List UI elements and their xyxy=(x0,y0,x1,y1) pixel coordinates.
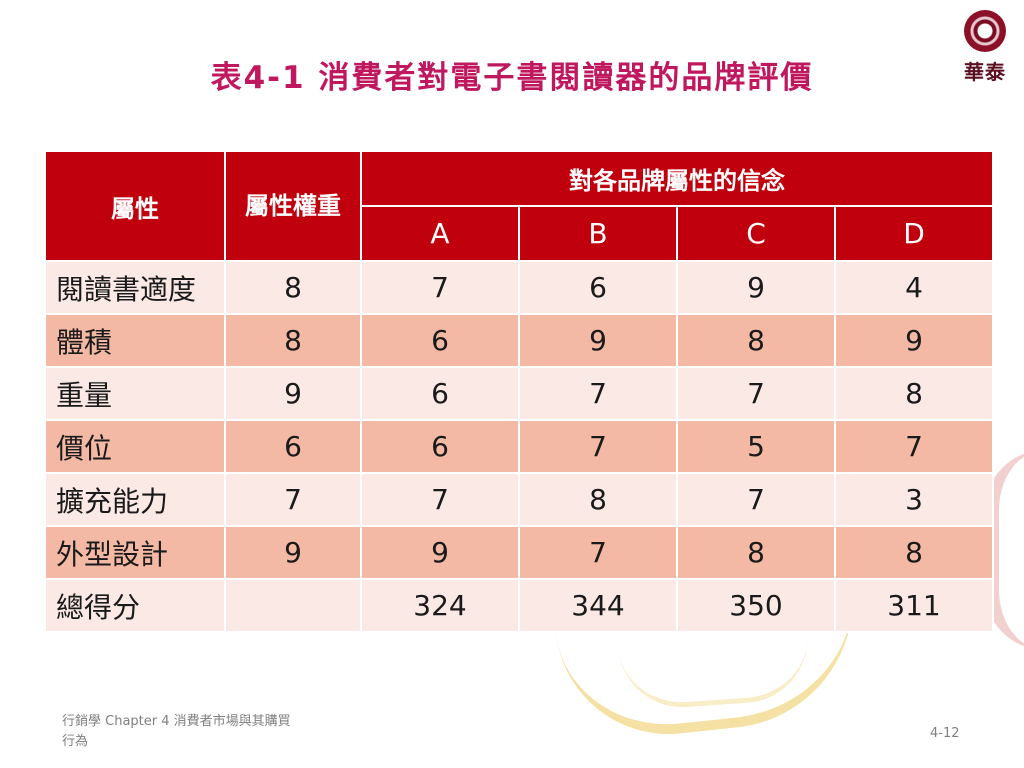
footer-course: 行銷學 Chapter 4 消費者市場與其購買行為 xyxy=(62,714,291,749)
cell-value: 5 xyxy=(676,419,836,474)
row-weight: 8 xyxy=(224,260,362,315)
cell-value: 8 xyxy=(676,525,836,580)
header-brand-b: B xyxy=(518,205,678,262)
cell-total: 324 xyxy=(360,578,520,633)
table-row: 價位 6 6 7 5 7 xyxy=(44,419,994,474)
row-label: 外型設計 xyxy=(44,525,226,580)
cell-value: 8 xyxy=(676,313,836,368)
header-brand-a: A xyxy=(360,205,520,262)
row-label: 體積 xyxy=(44,313,226,368)
cell-value: 7 xyxy=(518,366,678,421)
cell-value: 6 xyxy=(360,366,520,421)
brand-evaluation-table: 屬性 屬性權重 對各品牌屬性的信念 A B C D 閱讀書適度 8 7 6 9 … xyxy=(44,150,994,633)
row-label: 總得分 xyxy=(44,578,226,633)
header-attribute: 屬性 xyxy=(44,150,226,262)
cell-value: 9 xyxy=(518,313,678,368)
cell-value: 8 xyxy=(834,525,994,580)
header-beliefs: 對各品牌屬性的信念 xyxy=(360,150,994,207)
cell-value: 9 xyxy=(676,260,836,315)
logo-ring-icon xyxy=(964,10,1006,52)
cell-value: 7 xyxy=(834,419,994,474)
table-row: 閱讀書適度 8 7 6 9 4 xyxy=(44,260,994,315)
cell-value: 6 xyxy=(518,260,678,315)
cell-value: 4 xyxy=(834,260,994,315)
row-label: 重量 xyxy=(44,366,226,421)
header-weight: 屬性權重 xyxy=(224,150,362,262)
slide-title: 表4-1 消費者對電子書閱讀器的品牌評價 xyxy=(210,60,814,96)
cell-value: 7 xyxy=(676,366,836,421)
header-brand-d: D xyxy=(834,205,994,262)
cell-total: 344 xyxy=(518,578,678,633)
cell-value: 7 xyxy=(360,260,520,315)
cell-value: 7 xyxy=(518,525,678,580)
cell-value: 7 xyxy=(360,472,520,527)
footer-page-number: 4-12 xyxy=(930,726,960,741)
cell-value: 7 xyxy=(676,472,836,527)
publisher-logo: 華泰 xyxy=(950,10,1020,90)
cell-value: 9 xyxy=(360,525,520,580)
cell-value: 8 xyxy=(518,472,678,527)
table-row: 擴充能力 7 7 8 7 3 xyxy=(44,472,994,527)
row-label: 擴充能力 xyxy=(44,472,226,527)
table-row: 重量 9 6 7 7 8 xyxy=(44,366,994,421)
header-brand-c: C xyxy=(676,205,836,262)
cell-total: 311 xyxy=(834,578,994,633)
row-weight xyxy=(224,578,362,633)
row-label: 價位 xyxy=(44,419,226,474)
row-label: 閱讀書適度 xyxy=(44,260,226,315)
cell-value: 6 xyxy=(360,419,520,474)
row-weight: 6 xyxy=(224,419,362,474)
table-row: 外型設計 9 9 7 8 8 xyxy=(44,525,994,580)
cell-value: 7 xyxy=(518,419,678,474)
cell-total: 350 xyxy=(676,578,836,633)
cell-value: 3 xyxy=(834,472,994,527)
logo-text: 華泰 xyxy=(964,60,1006,84)
row-weight: 9 xyxy=(224,525,362,580)
table-row: 體積 8 6 9 8 9 xyxy=(44,313,994,368)
row-weight: 8 xyxy=(224,313,362,368)
row-weight: 9 xyxy=(224,366,362,421)
cell-value: 8 xyxy=(834,366,994,421)
table-row-total: 總得分 324 344 350 311 xyxy=(44,578,994,633)
cell-value: 9 xyxy=(834,313,994,368)
row-weight: 7 xyxy=(224,472,362,527)
cell-value: 6 xyxy=(360,313,520,368)
